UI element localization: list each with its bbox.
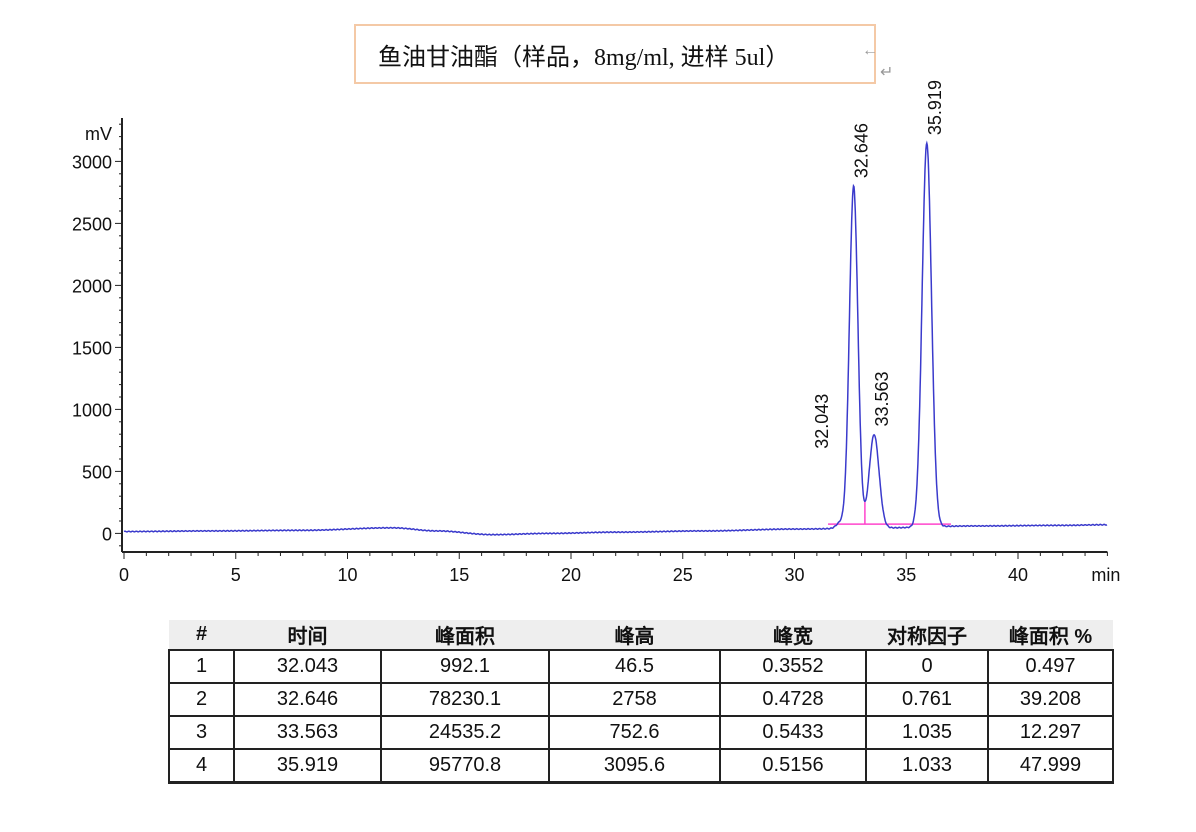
y-tick-label: 3000 [72,152,112,172]
x-tick-label: 30 [784,565,804,585]
chromatogram-chart: 0 5 10 15 20 25 30 35 40 0 500 1000 1500 2000 2500 3000… [72,80,1120,585]
y-tick-label: 0 [102,524,112,544]
table-cell: 78230.1 [380,682,550,717]
table-cell: 46.5 [548,649,721,684]
table-cell: 47.999 [987,748,1114,784]
table-cell: 0.5433 [719,715,867,750]
table-cell: 32.646 [233,682,382,717]
table-cell: 2758 [548,682,721,717]
x-axis-label: min [1091,565,1120,585]
peak-label: 35.919 [925,80,945,135]
table-cell: 1 [168,649,235,684]
x-tick-label: 0 [119,565,129,585]
y-tick-label: 500 [82,462,112,482]
x-tick-label: 40 [1008,565,1028,585]
table-cell: 1.035 [865,715,989,750]
x-tick-label: 15 [449,565,469,585]
table-cell: 0.497 [987,649,1114,684]
table-cell: 24535.2 [380,715,550,750]
peak-label: 32.043 [812,394,832,449]
table-cell: 0.5156 [719,748,867,784]
table-cell: 3 [168,715,235,750]
return-mark-icon: ↵ [880,64,894,81]
header-area-percent: 峰面积 % [988,620,1113,650]
x-tick-label: 20 [561,565,581,585]
x-tick-label: 5 [231,565,241,585]
x-tick-label: 10 [337,565,357,585]
table-cell: 4 [168,748,235,784]
arrow-left-icon: ← [862,42,878,59]
x-tick-label: 25 [673,565,693,585]
table-row: 4 35.919 95770.8 3095.6 0.5156 1.033 47.999 [168,748,1114,784]
table-cell: 33.563 [233,715,382,750]
table-cell: 992.1 [380,649,550,684]
y-tick-label: 1000 [72,400,112,420]
table-cell: 0 [865,649,989,684]
x-tick-label: 35 [896,565,916,585]
header-index: # [169,620,234,650]
table-row: 1 32.043 992.1 46.5 0.3552 0 0.497 [168,649,1114,684]
header-height: 峰高 [549,620,720,650]
table-cell: 35.919 [233,748,382,784]
header-symmetry: 对称因子 [866,620,988,650]
header-time: 时间 [234,620,381,650]
table-cell: 0.3552 [719,649,867,684]
chart-title: 鱼油甘油酯（样品，8mg/ml, 进样 5ul） [378,44,790,71]
table-row: 2 32.646 78230.1 2758 0.4728 0.761 39.208 [168,682,1114,717]
peak-label: 33.563 [872,371,892,426]
table-cell: 12.297 [987,715,1114,750]
peak-label: 32.646 [852,123,872,178]
y-tick-label: 2000 [72,276,112,296]
y-tick-label: 1500 [72,338,112,358]
chart-title-box: 鱼油甘油酯（样品，8mg/ml, 进样 5ul） [354,24,876,84]
y-axis-label: mV [85,124,112,144]
table-cell: 39.208 [987,682,1114,717]
table-cell: 0.4728 [719,682,867,717]
table-cell: 1.033 [865,748,989,784]
table-cell: 95770.8 [380,748,550,784]
peak-table: # 时间 峰面积 峰高 峰宽 对称因子 峰面积 % 1 32.043 992.1 46… [168,620,1114,784]
table-row: 3 33.563 24535.2 752.6 0.5433 1.035 12.297 [168,715,1114,750]
table-cell: 0.761 [865,682,989,717]
header-width: 峰宽 [720,620,866,650]
table-header-row: # 时间 峰面积 峰高 峰宽 对称因子 峰面积 % [169,620,1113,650]
header-area: 峰面积 [381,620,549,650]
table-cell: 2 [168,682,235,717]
table-cell: 3095.6 [548,748,721,784]
table-cell: 752.6 [548,715,721,750]
signal-trace [123,140,1108,536]
y-tick-label: 2500 [72,214,112,234]
table-cell: 32.043 [233,649,382,684]
